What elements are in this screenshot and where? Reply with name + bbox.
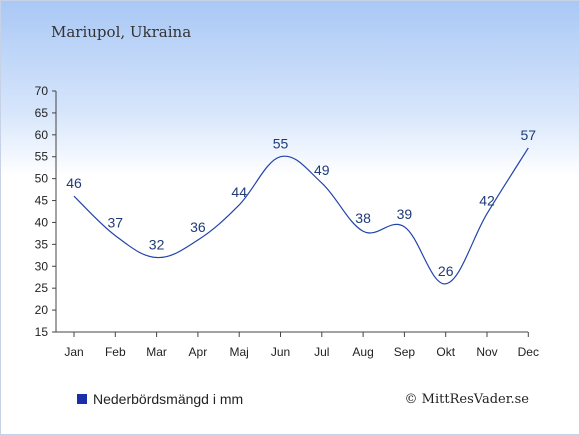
x-tick-label: Mar [146, 345, 167, 359]
y-tick-label: 30 [35, 259, 49, 273]
data-label: 39 [397, 206, 413, 222]
y-tick-label: 35 [35, 237, 49, 251]
legend-swatch [77, 394, 87, 404]
x-tick-label: Okt [436, 345, 455, 359]
axes [55, 91, 528, 333]
x-tick-label: Nov [476, 345, 497, 359]
data-label: 57 [521, 127, 537, 143]
legend-label: Nederbördsmängd i mm [93, 391, 243, 407]
x-tick-label: Aug [352, 345, 373, 359]
axis-ticks: 15 20 25 30 35 40 45 50 55 60 65 70 Jan Feb Mar Apr Maj J… [35, 84, 539, 359]
y-tick-label: 40 [35, 215, 49, 229]
y-tick-label: 25 [35, 281, 49, 295]
y-tick-label: 60 [35, 128, 49, 142]
data-label: 32 [149, 237, 165, 253]
series-line [73, 147, 529, 285]
x-tick-label: Jan [64, 345, 83, 359]
y-tick-label: 50 [35, 172, 49, 186]
y-tick-label: 65 [35, 106, 49, 120]
x-tick-label: Jun [271, 345, 290, 359]
data-label: 42 [479, 193, 495, 209]
y-tick-label: 20 [35, 303, 49, 317]
data-label: 37 [108, 215, 124, 231]
series-group [73, 147, 529, 285]
x-tick-label: Jul [314, 345, 329, 359]
data-label: 49 [314, 162, 330, 178]
y-tick-label: 45 [35, 194, 49, 208]
data-label: 26 [438, 263, 454, 279]
y-tick-label: 70 [35, 84, 49, 98]
data-label: 36 [190, 219, 206, 235]
x-tick-label: Apr [189, 345, 208, 359]
credit-text: © MittResVader.se [405, 392, 530, 407]
data-label: 44 [231, 184, 247, 200]
y-tick-label: 55 [35, 150, 49, 164]
x-tick-label: Dec [518, 345, 539, 359]
data-label: 38 [355, 210, 371, 226]
x-tick-label: Sep [394, 345, 416, 359]
y-tick-label: 15 [35, 325, 49, 339]
data-label: 46 [66, 175, 82, 191]
x-tick-label: Feb [105, 345, 126, 359]
data-labels: 46 37 32 36 44 55 49 38 39 26 42 57 [66, 127, 536, 279]
chart-title: Mariupol, Ukraina [51, 23, 191, 41]
data-label: 55 [273, 136, 289, 152]
x-tick-label: Maj [230, 345, 249, 359]
